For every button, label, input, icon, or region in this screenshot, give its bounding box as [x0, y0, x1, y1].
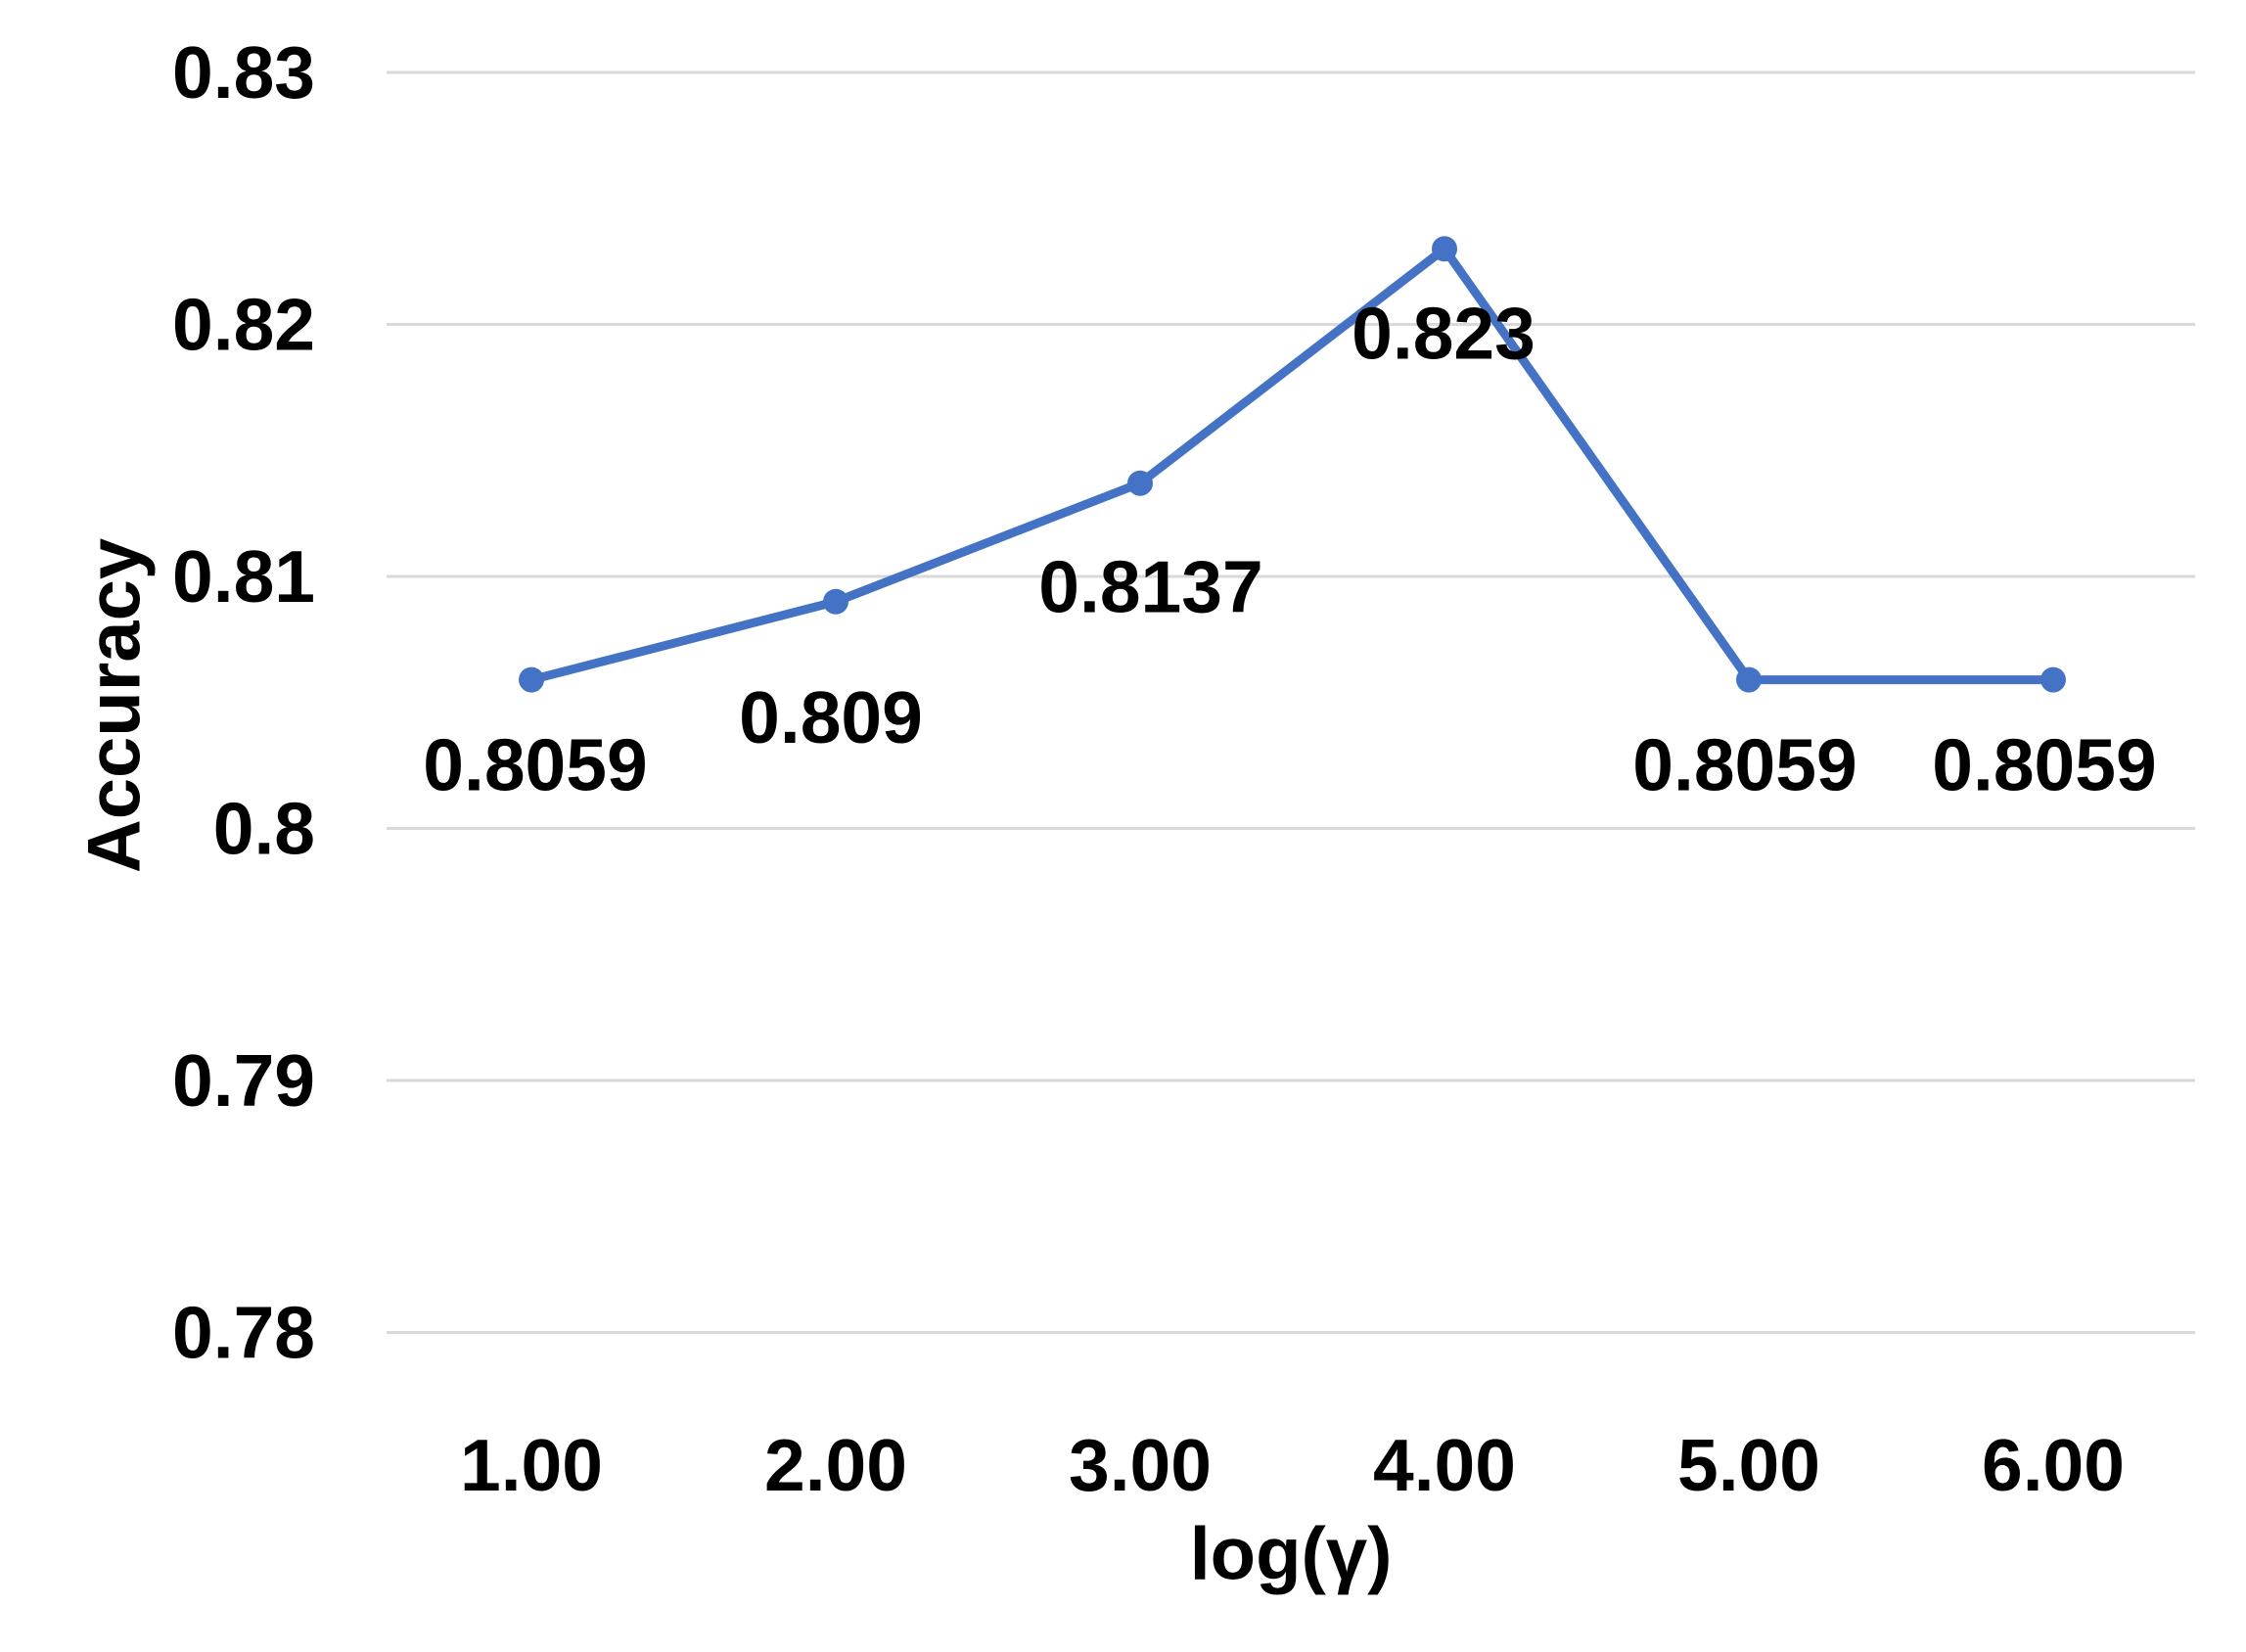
data-label: 0.8059 — [1932, 724, 2156, 806]
data-point-marker — [1127, 470, 1153, 496]
y-tick-label: 0.81 — [172, 535, 315, 618]
x-tick-label: 3.00 — [1069, 1424, 1212, 1506]
x-tick-label: 2.00 — [764, 1424, 907, 1506]
data-label: 0.8059 — [423, 724, 647, 806]
y-tick-label: 0.79 — [172, 1039, 315, 1122]
x-tick-label: 4.00 — [1373, 1424, 1516, 1506]
data-point-marker — [1432, 236, 1457, 262]
data-point-marker — [519, 666, 544, 693]
x-axis-tick-labels: 1.00 2.00 3.00 4.00 5.00 6.00 — [460, 1424, 2125, 1506]
series-line — [527, 244, 2058, 685]
series-group — [519, 236, 2066, 693]
data-point-marker — [1736, 666, 1762, 693]
x-tick-label: 5.00 — [1677, 1424, 1820, 1506]
y-tick-label: 0.82 — [172, 284, 315, 366]
y-tick-label: 0.78 — [172, 1292, 315, 1374]
x-tick-label: 1.00 — [460, 1424, 603, 1506]
data-label: 0.823 — [1352, 292, 1536, 374]
y-tick-label: 0.83 — [172, 31, 315, 114]
data-point-marker — [2040, 666, 2066, 693]
y-axis-title: Accuracy — [73, 538, 157, 873]
y-axis-tick-labels: 0.78 0.79 0.8 0.81 0.82 0.83 — [172, 31, 315, 1374]
data-label: 0.8137 — [1038, 546, 1262, 628]
y-tick-label: 0.8 — [213, 788, 315, 870]
data-label: 0.8059 — [1632, 724, 1856, 806]
x-tick-label: 6.00 — [1982, 1424, 2125, 1506]
data-point-marker — [823, 588, 848, 615]
data-labels: 0.8059 0.809 0.8137 0.823 0.8059 0.8059 — [423, 292, 2156, 805]
gridlines — [387, 70, 2195, 1334]
x-axis-title: log(γ) — [1190, 1513, 1393, 1596]
data-label: 0.809 — [739, 676, 923, 758]
